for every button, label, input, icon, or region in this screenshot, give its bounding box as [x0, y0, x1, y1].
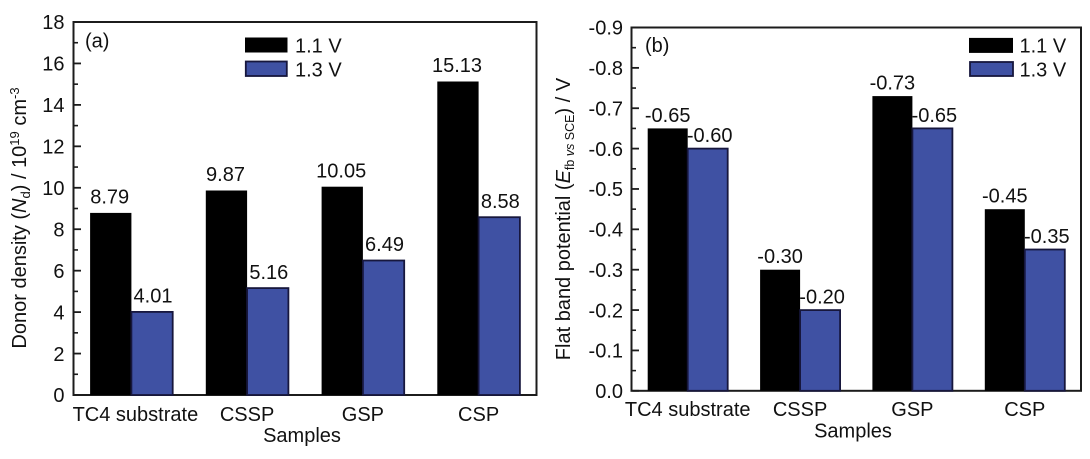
svg-text:-0.9: -0.9 [589, 18, 623, 40]
svg-text:14: 14 [42, 95, 64, 117]
svg-text:CSSP: CSSP [773, 399, 827, 421]
svg-text:-0.65: -0.65 [645, 105, 691, 127]
svg-text:10.05: 10.05 [316, 160, 366, 182]
svg-text:Samples: Samples [814, 421, 892, 443]
svg-text:10: 10 [42, 178, 64, 200]
svg-text:-0.30: -0.30 [757, 246, 803, 268]
svg-text:4: 4 [53, 302, 64, 324]
svg-text:(b): (b) [645, 35, 669, 57]
svg-text:-0.7: -0.7 [589, 98, 623, 120]
svg-text:-0.5: -0.5 [589, 179, 623, 201]
svg-text:CSP: CSP [1004, 399, 1045, 421]
svg-text:Samples: Samples [263, 425, 341, 447]
svg-text:9.87: 9.87 [206, 164, 245, 186]
svg-text:CSSP: CSSP [220, 404, 274, 426]
svg-text:6.49: 6.49 [365, 234, 404, 256]
svg-text:8.58: 8.58 [481, 191, 520, 213]
svg-text:-0.2: -0.2 [589, 300, 623, 322]
svg-text:8: 8 [53, 219, 64, 241]
svg-text:15.13: 15.13 [432, 55, 482, 77]
svg-text:-0.20: -0.20 [799, 287, 845, 309]
svg-text:-0.35: -0.35 [1024, 226, 1070, 248]
svg-text:-0.6: -0.6 [589, 139, 623, 161]
svg-text:-0.1: -0.1 [589, 341, 623, 363]
svg-text:2: 2 [53, 344, 64, 366]
svg-text:-0.8: -0.8 [589, 58, 623, 80]
svg-text:-0.4: -0.4 [589, 220, 623, 242]
svg-text:TC4 substrate: TC4 substrate [73, 404, 199, 426]
svg-text:-0.45: -0.45 [982, 186, 1028, 208]
svg-text:-0.60: -0.60 [687, 125, 733, 147]
svg-text:0: 0 [53, 385, 64, 407]
svg-text:-0.73: -0.73 [870, 73, 916, 95]
svg-text:GSP: GSP [891, 399, 933, 421]
svg-text:-0.3: -0.3 [589, 260, 623, 282]
svg-text:18: 18 [42, 12, 64, 34]
svg-text:5.16: 5.16 [249, 262, 288, 284]
svg-text:1.3 V: 1.3 V [295, 60, 342, 82]
svg-text:4.01: 4.01 [134, 286, 173, 308]
svg-text:Donor density (Nd) / 1019 cm-3: Donor density (Nd) / 1019 cm-3 [7, 87, 33, 348]
svg-text:1.1 V: 1.1 V [1020, 36, 1067, 58]
svg-text:16: 16 [42, 54, 64, 76]
svg-text:CSP: CSP [458, 404, 499, 426]
svg-text:-0.65: -0.65 [912, 105, 958, 127]
svg-text:1.1 V: 1.1 V [295, 36, 342, 58]
svg-text:8.79: 8.79 [90, 187, 129, 209]
svg-text:6: 6 [53, 261, 64, 283]
svg-text:(a): (a) [85, 31, 109, 53]
svg-text:TC4 substrate: TC4 substrate [625, 399, 751, 421]
svg-text:12: 12 [42, 137, 64, 159]
svg-text:0.0: 0.0 [595, 381, 623, 403]
svg-text:GSP: GSP [342, 404, 384, 426]
svg-text:1.3 V: 1.3 V [1020, 60, 1067, 82]
